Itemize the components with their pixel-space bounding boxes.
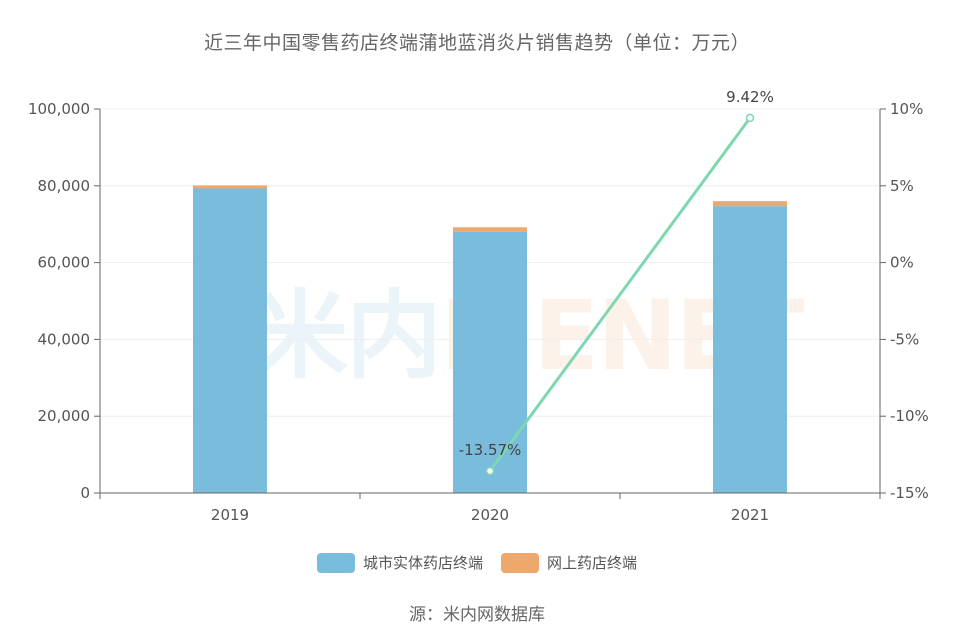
bar-online: [453, 227, 527, 232]
bar-online: [193, 185, 267, 189]
left-axis-tick-label: 40,000: [38, 330, 91, 348]
legend-item-physical[interactable]: 城市实体药店终端: [316, 552, 483, 573]
bar-physical: [193, 188, 267, 493]
growth-point: [745, 113, 755, 123]
right-axis-tick-label: 0%: [890, 254, 914, 272]
x-axis-tick-label: 2021: [731, 506, 769, 524]
right-axis-tick-label: 5%: [890, 177, 914, 195]
source-note: 源：米内网数据库: [409, 605, 545, 625]
right-axis-tick-label: -15%: [890, 484, 929, 502]
bar-online: [713, 201, 787, 207]
chart-canvas: 0 20,000 40,000 60,000 80,000 100,000 -15% -10%…: [28, 88, 929, 524]
legend-swatch-online: [501, 552, 539, 573]
bar-physical: [713, 206, 787, 494]
x-axis-tick-label: 2020: [471, 506, 509, 524]
legend-label-physical: 城市实体药店终端: [362, 554, 483, 572]
legend-swatch-physical: [316, 552, 355, 573]
right-axis-tick-label: -10%: [890, 407, 929, 425]
growth-data-label: 9.42%: [726, 88, 774, 106]
growth-line: [488, 117, 752, 472]
chart-legend: 城市实体药店终端 网上药店终端: [0, 552, 954, 573]
left-axis-tick-label: 20,000: [38, 407, 91, 425]
left-axis-tick-label: 60,000: [38, 254, 91, 272]
x-axis-tick-label: 2019: [211, 506, 249, 524]
left-axis-tick-label: 0: [80, 484, 90, 502]
growth-data-label: -13.57%: [459, 441, 522, 459]
right-axis-tick-label: -5%: [890, 330, 919, 348]
right-axis-tick-label: 10%: [890, 100, 923, 118]
growth-point: [485, 466, 495, 476]
legend-item-online[interactable]: 网上药店终端: [501, 552, 637, 573]
chart-title: 近三年中国零售药店终端蒲地蓝消炎片销售趋势（单位：万元）: [203, 32, 750, 54]
legend-label-online: 网上药店终端: [547, 554, 638, 572]
left-axis-tick-label: 100,000: [28, 100, 90, 118]
bar-physical: [453, 231, 527, 493]
left-axis-tick-label: 80,000: [38, 177, 91, 195]
